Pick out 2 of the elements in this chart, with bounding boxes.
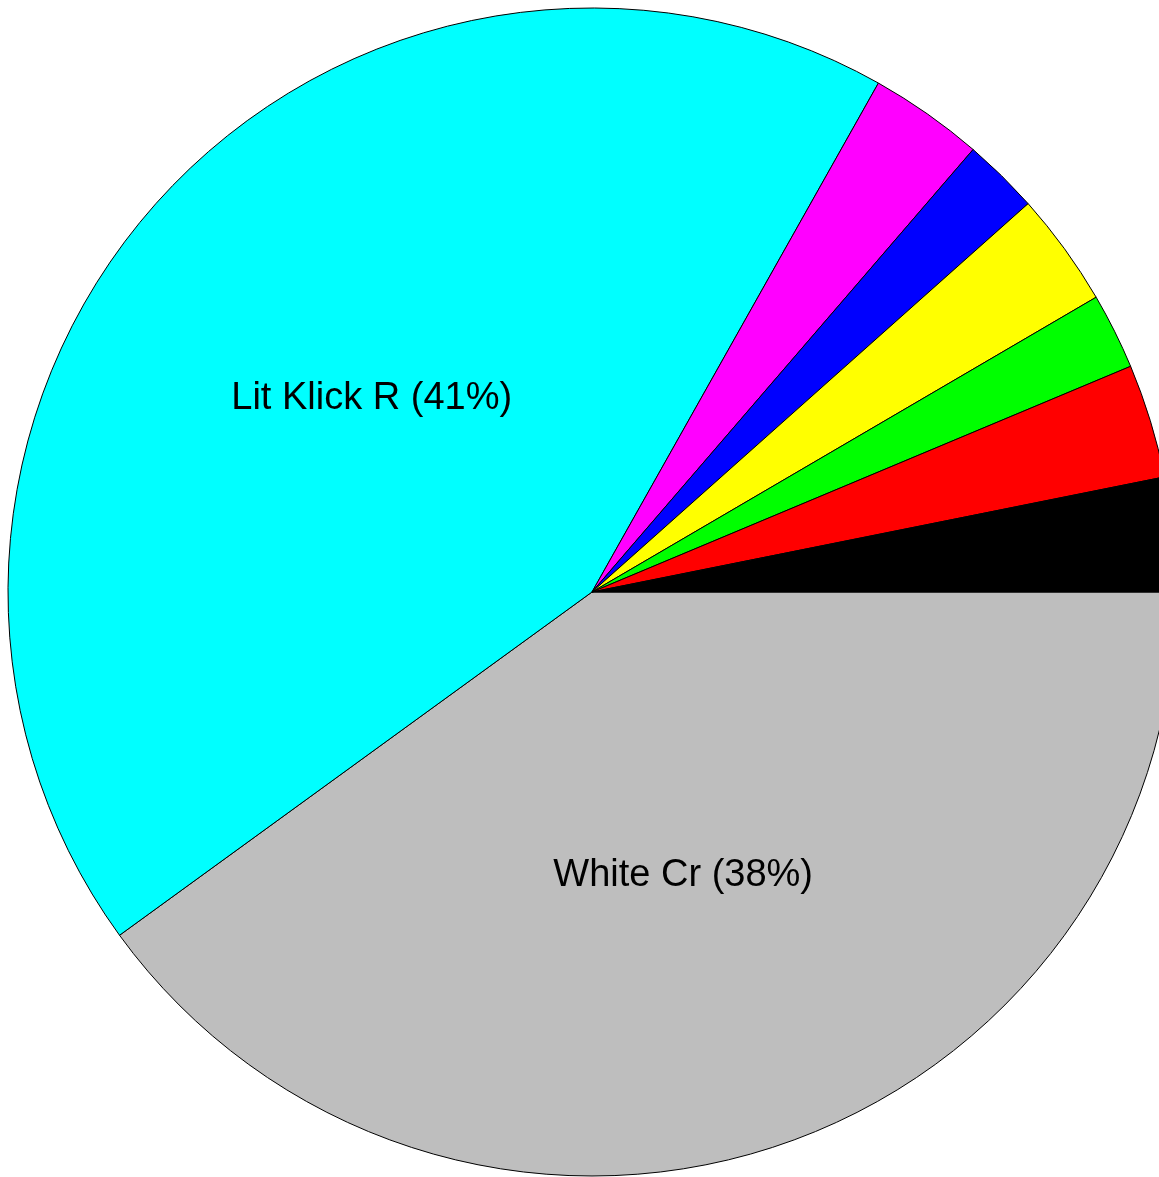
slice-label: Lit Klick R (41%) xyxy=(231,374,513,417)
slice-label: White Cr (38%) xyxy=(553,851,814,894)
